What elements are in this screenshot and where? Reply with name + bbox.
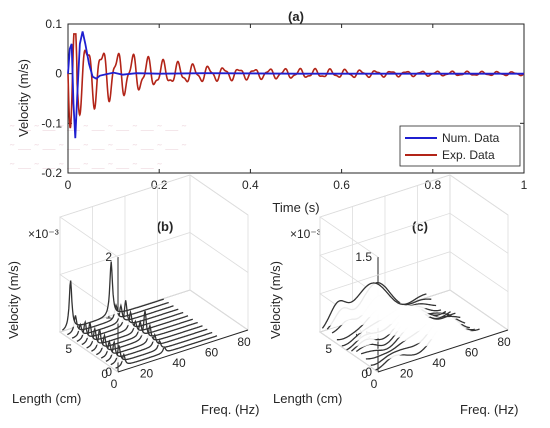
panel-b-zlabel: Velocity (m/s) — [6, 261, 21, 339]
panel-b-traces — [62, 261, 218, 369]
panel-c-x-ticks: 0 20 40 60 80 — [371, 335, 511, 391]
panel-a-watermark: ˜ — ˜ — ˜ — ˜ — ˜ — ˜ — ˜ — ˜ ˜ — ˜ — ˜ … — [9, 122, 187, 175]
panel-c-ylabel: Length (cm) — [273, 391, 342, 406]
trace-line — [62, 261, 165, 331]
y-tick-label: -0.1 — [41, 116, 62, 130]
x-axis-line — [377, 329, 509, 373]
panel-a-legend: Num. Data Exp. Data — [399, 125, 521, 167]
y-tick-label: 0 — [101, 367, 108, 381]
y-tick-label: 5 — [65, 342, 72, 356]
panel-b-y-ticks: 05 — [65, 342, 108, 381]
x-tick-label: 1 — [521, 178, 528, 192]
z-tick-label: 2 — [105, 250, 112, 264]
legend-label-num: Num. Data — [442, 131, 500, 145]
panel-b-exponent: ×10⁻³ — [28, 227, 59, 241]
x-tick-label: 0.4 — [242, 178, 259, 192]
y-tick-label: 5 — [325, 342, 332, 356]
panel-c-exponent: ×10⁻³ — [290, 227, 321, 241]
panel-c-y-ticks: 05 — [325, 342, 368, 381]
x-tick-label: 0 — [371, 377, 378, 391]
x-tick-label: 40 — [172, 356, 186, 370]
panel-b-x-ticks: 0 20 40 60 80 — [111, 335, 251, 391]
panel-a: (a) ˜ — ˜ — ˜ — ˜ — ˜ — ˜ — ˜ — ˜ ˜ — ˜ … — [9, 9, 528, 215]
x-tick-label: 0 — [111, 377, 118, 391]
trace-line — [81, 309, 184, 346]
legend-label-exp: Exp. Data — [442, 148, 495, 162]
panel-b-title: (b) — [157, 219, 174, 234]
x-tick-label: 60 — [205, 346, 219, 360]
svg-text:˜ — ˜ — ˜ — ˜ — ˜ — ˜ — ˜ — ˜: ˜ — ˜ — ˜ — ˜ — ˜ — ˜ — ˜ — ˜ — [9, 141, 187, 156]
panel-a-xlabel: Time (s) — [272, 200, 319, 215]
panel-b-ylabel: Length (cm) — [12, 391, 81, 406]
panel-c-traces — [321, 282, 480, 371]
z-tick-label: 0 — [105, 365, 112, 379]
svg-text:˜ — ˜ — ˜ — ˜ — ˜ — ˜ — ˜ — ˜: ˜ — ˜ — ˜ — ˜ — ˜ — ˜ — ˜ — ˜ — [9, 122, 187, 137]
x-tick-label: 40 — [432, 356, 446, 370]
y-tick-label: 0.1 — [45, 17, 62, 31]
panel-a-series-group — [67, 31, 525, 139]
panel-c-title: (c) — [412, 219, 428, 234]
y-tick-label: 0 — [361, 367, 368, 381]
x-tick-label: 20 — [140, 367, 154, 381]
trace-line — [105, 328, 208, 362]
y-tick-label: -0.2 — [41, 166, 62, 180]
svg-text:˜ — ˜ — ˜ — ˜ — ˜ — ˜ — ˜: ˜ — ˜ — ˜ — ˜ — ˜ — ˜ — ˜ — [9, 160, 162, 175]
panel-c-xlabel: Freq. (Hz) — [460, 402, 519, 417]
trace-line — [67, 301, 169, 336]
panel-a-title: (a) — [288, 9, 304, 24]
trace-line — [100, 323, 203, 359]
series-num-data-line — [67, 31, 524, 139]
z-tick-label: 0 — [365, 365, 372, 379]
x-tick-label: 60 — [465, 346, 479, 360]
y-tick-label: 0 — [55, 67, 62, 81]
series-exp-data-line — [67, 33, 525, 129]
panel-a-x-ticks: 0 0.2 0.4 0.6 0.8 1 — [65, 24, 528, 192]
x-tick-label: 80 — [237, 335, 251, 349]
x-tick-label: 0 — [65, 178, 72, 192]
trace-line — [86, 315, 189, 349]
x-tick-label: 20 — [400, 367, 414, 381]
trace-line — [71, 303, 174, 339]
trace-line — [110, 331, 213, 366]
x-axis-line — [117, 329, 249, 373]
panel-c-zlabel: Velocity (m/s) — [268, 261, 283, 339]
panel-b-xlabel: Freq. (Hz) — [201, 402, 260, 417]
legend-box — [399, 125, 521, 167]
x-tick-label: 80 — [497, 335, 511, 349]
x-tick-label: 0.6 — [333, 178, 350, 192]
trace-line — [115, 335, 218, 369]
trace-line — [321, 282, 427, 329]
panel-a-ylabel: Velocity (m/s) — [16, 59, 31, 137]
z-tick-label: 1.5 — [355, 250, 372, 264]
